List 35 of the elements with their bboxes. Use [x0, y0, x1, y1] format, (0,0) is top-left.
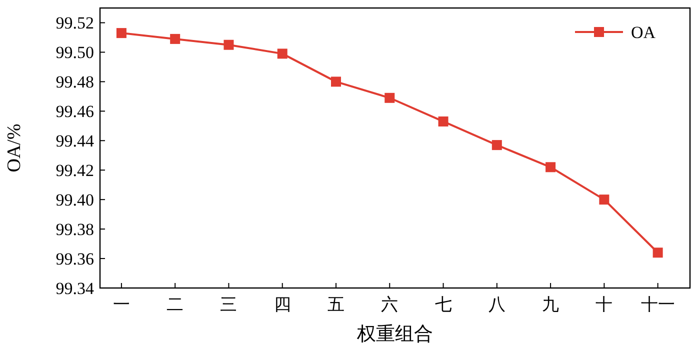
- point: [224, 40, 234, 50]
- point: [116, 28, 126, 38]
- point: [384, 92, 395, 103]
- y-tick-label: 99.52: [56, 14, 94, 33]
- point: [546, 162, 556, 172]
- point: [438, 116, 448, 126]
- x-tick-label: 六: [381, 295, 398, 314]
- x-tick-label: 九: [542, 295, 560, 314]
- x-tick-label: 四: [274, 295, 291, 314]
- x-tick-label: 十: [596, 295, 613, 314]
- x-tick-label: 五: [328, 295, 344, 314]
- x-tick-label: 一: [112, 295, 130, 314]
- y-tick-label: 99.50: [56, 43, 94, 62]
- y-tick-label: 99.48: [56, 72, 94, 92]
- point: [599, 194, 610, 205]
- x-tick-label: 七: [434, 295, 452, 314]
- y-tick-label: 99.42: [56, 161, 94, 180]
- x-tick-label: 十一: [640, 295, 675, 314]
- x-tick-label: 二: [166, 295, 184, 314]
- point: [170, 34, 180, 44]
- y-tick-label: 99.40: [56, 190, 94, 210]
- point: [277, 48, 288, 59]
- y-axis-title: OA/%: [4, 124, 25, 172]
- y-tick-label: 99.34: [56, 279, 94, 298]
- legend-label: OA: [631, 23, 656, 42]
- y-tick-label: 99.46: [56, 102, 94, 122]
- point: [492, 140, 502, 150]
- point: [331, 76, 341, 87]
- y-tick-label: 99.44: [56, 132, 94, 151]
- y-tick-label: 99.36: [56, 250, 94, 269]
- x-tick-label: 八: [488, 295, 506, 314]
- point: [652, 248, 663, 258]
- x-axis-title: 权重组合: [356, 324, 433, 345]
- x-tick-label: 三: [220, 295, 238, 314]
- y-tick-label: 99.38: [56, 220, 94, 240]
